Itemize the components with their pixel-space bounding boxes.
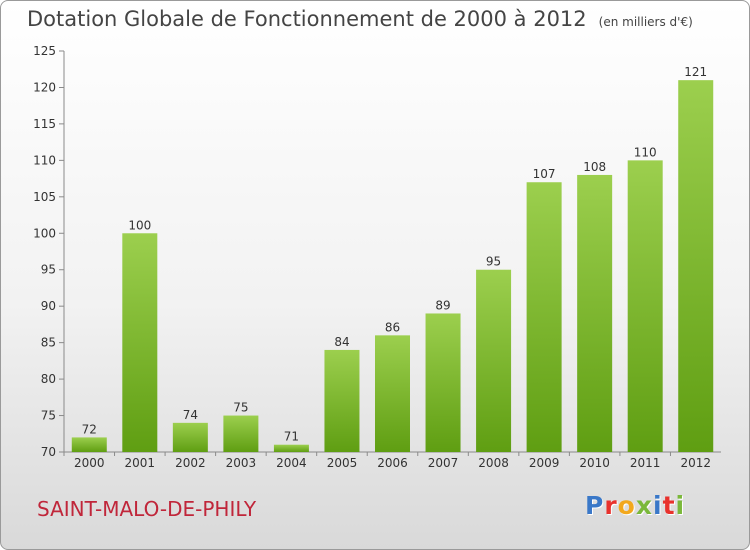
value-label-2008: 95 [486, 255, 501, 269]
x-tick-label-2002: 2002 [175, 456, 206, 470]
bar-2008 [476, 269, 512, 452]
y-tick-label: 125 [33, 44, 56, 58]
y-tick-label: 70 [41, 445, 56, 459]
x-tick-label-2000: 2000 [74, 456, 105, 470]
logo-letter: i [675, 491, 686, 520]
value-label-2012: 121 [684, 65, 707, 79]
bar-2001 [122, 233, 158, 452]
value-label-2005: 84 [334, 335, 349, 349]
value-label-2011: 110 [634, 145, 657, 159]
value-label-2004: 71 [284, 430, 299, 444]
bar-2002 [172, 422, 208, 452]
logo-letter: P [585, 491, 605, 520]
value-label-2001: 100 [128, 218, 151, 232]
x-tick-label-2007: 2007 [428, 456, 459, 470]
bar-2007 [425, 313, 461, 452]
value-label-2009: 107 [533, 167, 556, 181]
bar-2012 [678, 80, 714, 452]
y-tick-label: 80 [41, 372, 56, 386]
value-label-2002: 74 [183, 408, 198, 422]
x-tick-label-2012: 2012 [680, 456, 711, 470]
y-tick-label: 75 [41, 409, 56, 423]
chart-axes: 70 75 80 85 90 95 100 105 110 115 120 125 2000 2001 20… [33, 44, 721, 470]
y-tick-label: 105 [33, 190, 56, 204]
y-tick-label: 90 [41, 299, 56, 313]
bar-2003 [223, 415, 259, 452]
bar-2005 [324, 349, 360, 452]
y-tick-label: 110 [33, 153, 56, 167]
y-tick-label: 100 [33, 226, 56, 240]
value-label-2000: 72 [82, 422, 97, 436]
logo-letter: x [635, 491, 653, 520]
x-tick-label-2011: 2011 [630, 456, 661, 470]
bar-2000 [71, 437, 107, 452]
x-tick-label-2004: 2004 [276, 456, 307, 470]
bar-2011 [627, 160, 663, 452]
x-tick-label-2009: 2009 [529, 456, 560, 470]
logo-letter: t [662, 491, 676, 520]
bar-2004 [273, 444, 309, 452]
proxiti-logo[interactable]: Proxiti [585, 491, 685, 520]
bar-2006 [375, 335, 410, 452]
bar-2010 [577, 174, 613, 453]
x-tick-label-2008: 2008 [478, 456, 509, 470]
value-label-2006: 86 [385, 320, 400, 334]
x-tick-label-2001: 2001 [125, 456, 156, 470]
logo-letter: o [617, 491, 636, 520]
logo-letter: i [653, 491, 663, 520]
commune-name: SAINT-MALO-DE-PHILY [37, 497, 257, 521]
x-tick-label-2005: 2005 [327, 456, 358, 470]
y-tick-label: 115 [33, 117, 56, 131]
value-label-2007: 89 [435, 298, 450, 312]
y-tick-label: 120 [33, 80, 56, 94]
chart-title-text: Dotation Globale de Fonctionnement de 20… [27, 7, 587, 31]
x-tick-label-2010: 2010 [579, 456, 610, 470]
chart-bars: 72 100 74 75 71 84 86 89 95 107 108 110 121 [71, 65, 714, 453]
value-label-2003: 75 [233, 401, 248, 415]
logo-letter: r [604, 491, 618, 520]
value-label-2010: 108 [583, 160, 606, 174]
chart-title: Dotation Globale de Fonctionnement de 20… [27, 7, 693, 31]
x-tick-label-2006: 2006 [377, 456, 408, 470]
x-tick-label-2003: 2003 [226, 456, 257, 470]
bar-2009 [526, 182, 562, 452]
y-tick-label: 95 [41, 263, 56, 277]
y-tick-label: 85 [41, 336, 56, 350]
chart-unit: (en milliers d'€) [598, 15, 693, 29]
